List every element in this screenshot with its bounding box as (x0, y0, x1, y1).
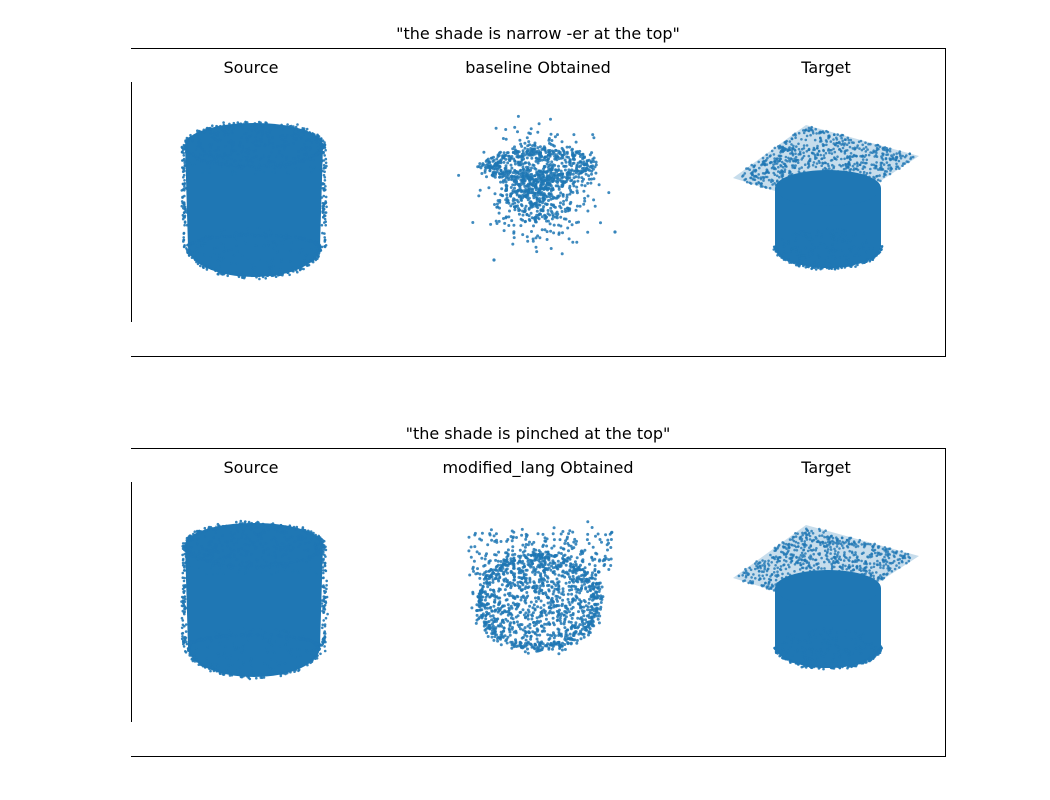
panel-1-target-point-cloud (733, 125, 919, 271)
panel-1-source-point-cloud (180, 120, 328, 281)
panel-1-source-title: Source (223, 58, 279, 77)
panel-1-obtained-title: baseline Obtained (465, 58, 611, 77)
panel-2-target-point-cloud (733, 525, 919, 671)
panel-2-obtained-title: modified_lang Obtained (442, 458, 634, 477)
panel-1-target-title: Target (801, 58, 851, 77)
panel-1-edge-gap-top (130, 49, 132, 82)
panel-1-edge-gap-bottom (130, 322, 132, 356)
panel-2-title: "the shade is pinched at the top" (405, 424, 671, 443)
panel-2-edge-gap-bottom (130, 722, 132, 756)
panel-2-source-title: Source (223, 458, 279, 477)
panel-2-edge-gap-top (130, 449, 132, 482)
panel-2-source-point-cloud (180, 519, 329, 681)
panel-1-title: "the shade is narrow -er at the top" (396, 24, 680, 43)
panel-2-obtained-point-cloud (467, 520, 614, 656)
panel-1-obtained-point-cloud (457, 114, 617, 262)
panel-2-target-title: Target (801, 458, 851, 477)
